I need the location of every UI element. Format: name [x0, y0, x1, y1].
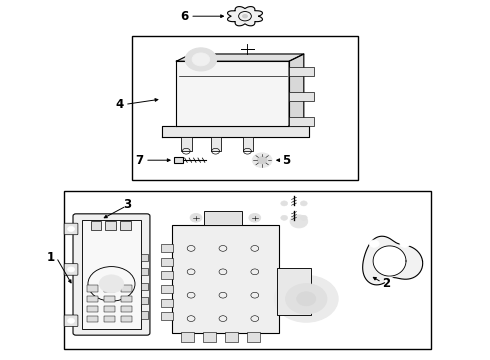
Bar [104, 285, 115, 292]
Text: 7: 7 [135, 154, 144, 167]
Circle shape [252, 153, 272, 167]
Circle shape [297, 292, 316, 306]
Bar [141, 268, 148, 275]
Bar [211, 137, 221, 151]
Bar [141, 283, 148, 290]
Circle shape [369, 240, 379, 247]
Circle shape [281, 215, 288, 220]
Circle shape [242, 14, 248, 18]
Bar [141, 311, 148, 319]
Bar [161, 258, 173, 266]
Bar [91, 221, 101, 230]
Text: 1: 1 [47, 251, 55, 264]
Polygon shape [162, 126, 309, 137]
Circle shape [300, 215, 307, 220]
Bar [289, 92, 314, 101]
Polygon shape [176, 61, 289, 126]
Bar [121, 296, 132, 302]
Bar [87, 296, 98, 302]
Bar [141, 297, 148, 304]
Bar [277, 268, 311, 315]
Bar [181, 137, 192, 151]
Bar [141, 254, 148, 261]
Bar [161, 244, 173, 252]
Bar [203, 332, 216, 342]
Circle shape [400, 240, 410, 247]
Bar [161, 312, 173, 320]
Circle shape [99, 275, 123, 293]
Text: 5: 5 [282, 154, 290, 167]
FancyBboxPatch shape [73, 214, 150, 335]
Circle shape [68, 267, 74, 272]
Circle shape [286, 284, 327, 314]
Bar [243, 137, 253, 151]
Bar [104, 306, 115, 312]
Bar [104, 296, 115, 302]
Bar [120, 221, 131, 230]
Bar [121, 316, 132, 322]
Text: 3: 3 [123, 198, 131, 211]
FancyBboxPatch shape [64, 315, 78, 327]
Polygon shape [373, 246, 406, 276]
Polygon shape [363, 236, 423, 285]
Polygon shape [176, 54, 304, 61]
Bar [289, 117, 314, 126]
FancyBboxPatch shape [64, 223, 78, 235]
Circle shape [68, 226, 74, 231]
Bar [104, 316, 115, 322]
Circle shape [274, 275, 338, 322]
Bar [174, 157, 183, 163]
FancyBboxPatch shape [64, 264, 78, 275]
Circle shape [68, 318, 74, 323]
Bar [121, 285, 132, 292]
Circle shape [300, 201, 307, 206]
Circle shape [185, 48, 217, 71]
Polygon shape [227, 6, 263, 26]
Circle shape [290, 215, 308, 228]
Circle shape [249, 213, 261, 222]
Bar [161, 299, 173, 307]
Circle shape [385, 277, 394, 284]
Bar [289, 67, 314, 76]
Circle shape [281, 201, 288, 206]
Bar [87, 285, 98, 292]
Bar [161, 285, 173, 293]
Bar [225, 332, 238, 342]
Bar [247, 332, 260, 342]
Bar [121, 306, 132, 312]
Text: 2: 2 [382, 277, 391, 290]
Circle shape [190, 213, 202, 222]
Bar [64, 191, 431, 349]
Bar [172, 225, 279, 333]
Bar [204, 211, 242, 225]
Bar [82, 220, 141, 329]
Bar [132, 36, 358, 180]
Circle shape [192, 53, 210, 66]
Text: 4: 4 [115, 98, 123, 111]
Bar [105, 221, 116, 230]
Bar [161, 271, 173, 279]
Circle shape [257, 157, 267, 164]
Bar [87, 306, 98, 312]
Bar [181, 332, 194, 342]
Bar [87, 316, 98, 322]
Text: 6: 6 [180, 10, 189, 23]
Polygon shape [289, 54, 304, 126]
